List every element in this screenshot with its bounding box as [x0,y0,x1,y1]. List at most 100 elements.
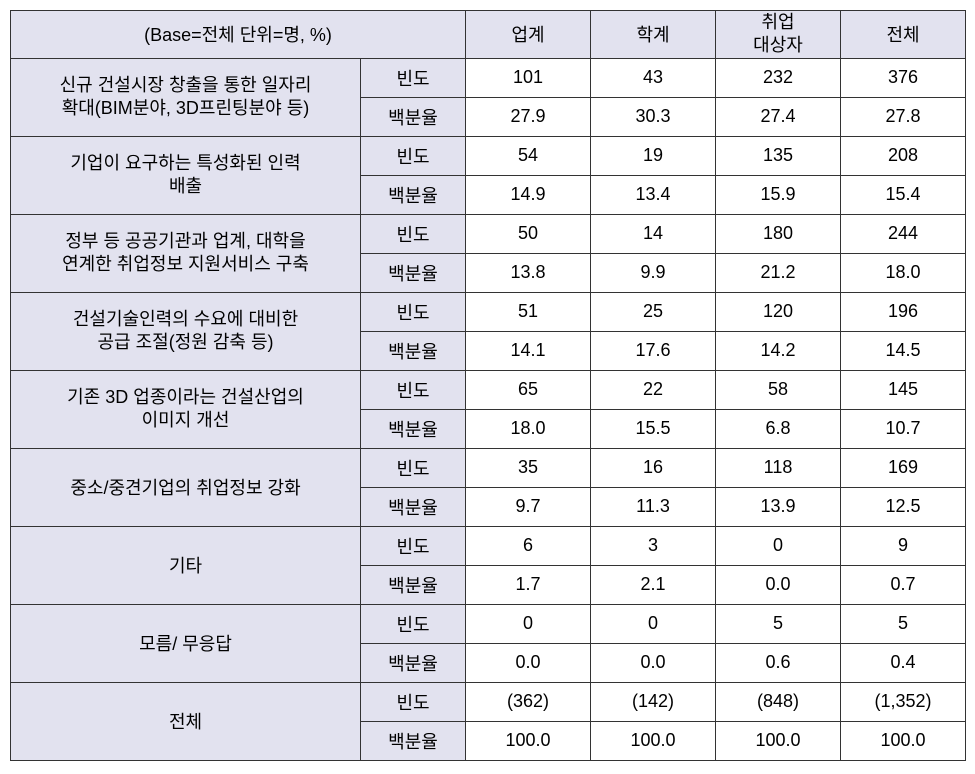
cell: 145 [841,370,966,409]
col-total: 전체 [841,11,966,59]
cell: 13.8 [466,253,591,292]
row-label: 전체 [11,682,361,760]
cell: 0.0 [466,643,591,682]
metric-freq: 빈도 [361,448,466,487]
cell: 65 [466,370,591,409]
cell: 19 [591,136,716,175]
metric-pct: 백분율 [361,487,466,526]
cell: 118 [716,448,841,487]
cell: 58 [716,370,841,409]
metric-freq: 빈도 [361,136,466,175]
cell: 17.6 [591,331,716,370]
cell: 376 [841,58,966,97]
cell: 30.3 [591,97,716,136]
cell: 135 [716,136,841,175]
metric-freq: 빈도 [361,292,466,331]
cell: 244 [841,214,966,253]
cell: 0 [716,526,841,565]
cell: 15.9 [716,175,841,214]
metric-pct: 백분율 [361,253,466,292]
row-label: 중소/중견기업의 취업정보 강화 [11,448,361,526]
cell: (142) [591,682,716,721]
cell: 13.4 [591,175,716,214]
cell: 0.0 [716,565,841,604]
metric-pct: 백분율 [361,643,466,682]
row-label: 기업이 요구하는 특성화된 인력배출 [11,136,361,214]
row-label: 모름/ 무응답 [11,604,361,682]
base-label: (Base=전체 단위=명, %) [11,11,466,59]
cell: 21.2 [716,253,841,292]
cell: 9 [841,526,966,565]
metric-pct: 백분율 [361,97,466,136]
cell: 14.1 [466,331,591,370]
col-jobseeker: 취업대상자 [716,11,841,59]
cell: 169 [841,448,966,487]
row-label: 건설기술인력의 수요에 대비한공급 조절(정원 감축 등) [11,292,361,370]
cell: 14 [591,214,716,253]
table-row: 정부 등 공공기관과 업계, 대학을연계한 취업정보 지원서비스 구축 빈도 5… [11,214,966,253]
cell: 51 [466,292,591,331]
metric-pct: 백분율 [361,175,466,214]
table-row: 신규 건설시장 창출을 통한 일자리확대(BIM분야, 3D프린팅분야 등) 빈… [11,58,966,97]
cell: 0.7 [841,565,966,604]
metric-pct: 백분율 [361,409,466,448]
cell: 25 [591,292,716,331]
cell: 9.9 [591,253,716,292]
metric-freq: 빈도 [361,370,466,409]
cell: 9.7 [466,487,591,526]
cell: 14.5 [841,331,966,370]
metric-pct: 백분율 [361,331,466,370]
cell: 27.4 [716,97,841,136]
cell: 27.8 [841,97,966,136]
table-row: 중소/중견기업의 취업정보 강화 빈도 35 16 118 169 [11,448,966,487]
table-row: 모름/ 무응답 빈도 0 0 5 5 [11,604,966,643]
cell: 0.0 [591,643,716,682]
cell: 16 [591,448,716,487]
cell: 0.6 [716,643,841,682]
survey-table: (Base=전체 단위=명, %) 업계 학계 취업대상자 전체 신규 건설시장… [10,10,966,761]
cell: 18.0 [841,253,966,292]
cell: 3 [591,526,716,565]
cell: 54 [466,136,591,175]
cell: 0.4 [841,643,966,682]
cell: 196 [841,292,966,331]
cell: 22 [591,370,716,409]
table-row: 전체 빈도 (362) (142) (848) (1,352) [11,682,966,721]
cell: 208 [841,136,966,175]
table-row: 건설기술인력의 수요에 대비한공급 조절(정원 감축 등) 빈도 51 25 1… [11,292,966,331]
metric-pct: 백분율 [361,721,466,760]
cell: 13.9 [716,487,841,526]
table-row: 기업이 요구하는 특성화된 인력배출 빈도 54 19 135 208 [11,136,966,175]
row-label: 정부 등 공공기관과 업계, 대학을연계한 취업정보 지원서비스 구축 [11,214,361,292]
row-label: 기존 3D 업종이라는 건설산업의이미지 개선 [11,370,361,448]
cell: 100.0 [841,721,966,760]
col-industry: 업계 [466,11,591,59]
col-academia: 학계 [591,11,716,59]
cell: 6.8 [716,409,841,448]
cell: 5 [716,604,841,643]
cell: 14.9 [466,175,591,214]
cell: 100.0 [466,721,591,760]
header-row: (Base=전체 단위=명, %) 업계 학계 취업대상자 전체 [11,11,966,59]
cell: 12.5 [841,487,966,526]
cell: 5 [841,604,966,643]
metric-freq: 빈도 [361,526,466,565]
cell: 14.2 [716,331,841,370]
cell: 15.5 [591,409,716,448]
cell: (848) [716,682,841,721]
cell: 15.4 [841,175,966,214]
table-row: 기타 빈도 6 3 0 9 [11,526,966,565]
cell: 27.9 [466,97,591,136]
cell: 35 [466,448,591,487]
cell: 10.7 [841,409,966,448]
cell: 101 [466,58,591,97]
cell: 50 [466,214,591,253]
cell: (1,352) [841,682,966,721]
cell: 120 [716,292,841,331]
cell: 0 [466,604,591,643]
row-label: 기타 [11,526,361,604]
table-row: 기존 3D 업종이라는 건설산업의이미지 개선 빈도 65 22 58 145 [11,370,966,409]
row-label: 신규 건설시장 창출을 통한 일자리확대(BIM분야, 3D프린팅분야 등) [11,58,361,136]
cell: 0 [591,604,716,643]
cell: 6 [466,526,591,565]
